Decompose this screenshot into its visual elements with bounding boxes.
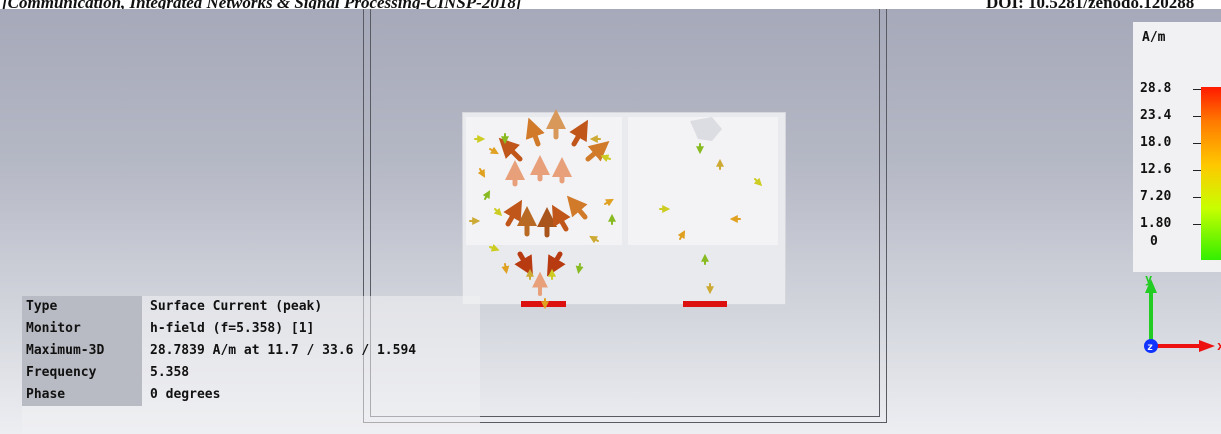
current-arrow (482, 190, 491, 200)
legend-tick (1193, 170, 1201, 171)
current-arrow (600, 154, 611, 162)
legend-tick (1193, 224, 1201, 225)
current-arrow (585, 140, 610, 162)
current-arrow (677, 230, 686, 240)
legend-color-bar (1201, 87, 1221, 260)
info-key: Maximum-3D (22, 340, 142, 362)
legend-tick (1193, 89, 1201, 90)
current-arrow (569, 119, 589, 147)
current-arrow (489, 244, 500, 252)
legend-unit: A/m (1142, 30, 1166, 45)
legend-tick (1193, 116, 1201, 117)
info-value: 0 degrees (150, 387, 221, 402)
info-value: h-field (f=5.358) [1] (150, 321, 315, 336)
result-info-panel: Type Surface Current (peak) Monitor h-fi… (22, 296, 480, 434)
current-arrow (493, 207, 503, 217)
info-value: Surface Current (peak) (150, 299, 323, 314)
current-arrow (498, 137, 523, 162)
current-arrow (753, 177, 763, 187)
current-arrow (547, 251, 566, 277)
legend-label: 18.0 (1140, 135, 1172, 150)
current-arrow (575, 263, 584, 275)
3d-viewport[interactable]: Type Surface Current (peak) Monitor h-fi… (0, 9, 1221, 434)
current-arrow (566, 195, 588, 220)
feed-line-right (683, 301, 727, 307)
x-axis-label: x (1217, 339, 1221, 353)
legend-label: 28.8 (1140, 81, 1172, 96)
y-axis-label: y (1145, 272, 1152, 286)
current-arrow (589, 235, 599, 244)
current-arrow (489, 146, 499, 155)
current-arrow (501, 263, 510, 275)
legend-label: 12.6 (1140, 162, 1172, 177)
bounding-box-inner (370, 9, 880, 417)
legend-label: 0 (1150, 234, 1158, 249)
color-scale-legend: A/m 28.8 23.4 18.0 12.6 7.20 1.80 0 (1133, 22, 1221, 272)
info-row-phase: Phase 0 degrees (22, 384, 480, 406)
patch-notch (690, 117, 722, 141)
current-arrow (477, 168, 486, 178)
legend-label: 7.20 (1140, 189, 1172, 204)
current-arrow (551, 204, 571, 232)
coordinate-axes-gizmo[interactable]: y x z (1131, 271, 1221, 371)
current-arrow (514, 251, 533, 277)
x-axis-arrowhead (1199, 340, 1215, 352)
document-header: [Communication, Integrated Networks & Si… (0, 0, 1221, 9)
info-key: Monitor (22, 318, 142, 340)
current-arrow (604, 198, 614, 207)
info-row-maximum: Maximum-3D 28.7839 A/m at 11.7 / 33.6 / … (22, 340, 480, 362)
legend-tick (1193, 143, 1201, 144)
info-key: Frequency (22, 362, 142, 384)
info-row-monitor: Monitor h-field (f=5.358) [1] (22, 318, 480, 340)
bounding-box-outer (363, 9, 887, 423)
info-key: Phase (22, 384, 142, 406)
current-arrow (525, 117, 545, 147)
z-axis-label: z (1147, 342, 1153, 353)
info-row-type: Type Surface Current (peak) (22, 296, 480, 318)
info-key: Type (22, 296, 142, 318)
y-axis-arrowhead (1145, 279, 1157, 293)
header-doi-text: DOI: 10.5281/zenodo.120288 (986, 0, 1194, 9)
header-conference-text: [Communication, Integrated Networks & Si… (2, 0, 522, 9)
surface-current-arrows (469, 109, 763, 310)
info-row-frequency: Frequency 5.358 (22, 362, 480, 384)
legend-label: 23.4 (1140, 108, 1172, 123)
current-arrow (503, 199, 523, 227)
info-value: 5.358 (150, 365, 190, 380)
legend-tick (1193, 197, 1201, 198)
z-axis-dot (1144, 339, 1158, 353)
legend-label: 1.80 (1140, 216, 1172, 231)
info-value: 28.7839 A/m at 11.7 / 33.6 / 1.594 (150, 343, 417, 358)
